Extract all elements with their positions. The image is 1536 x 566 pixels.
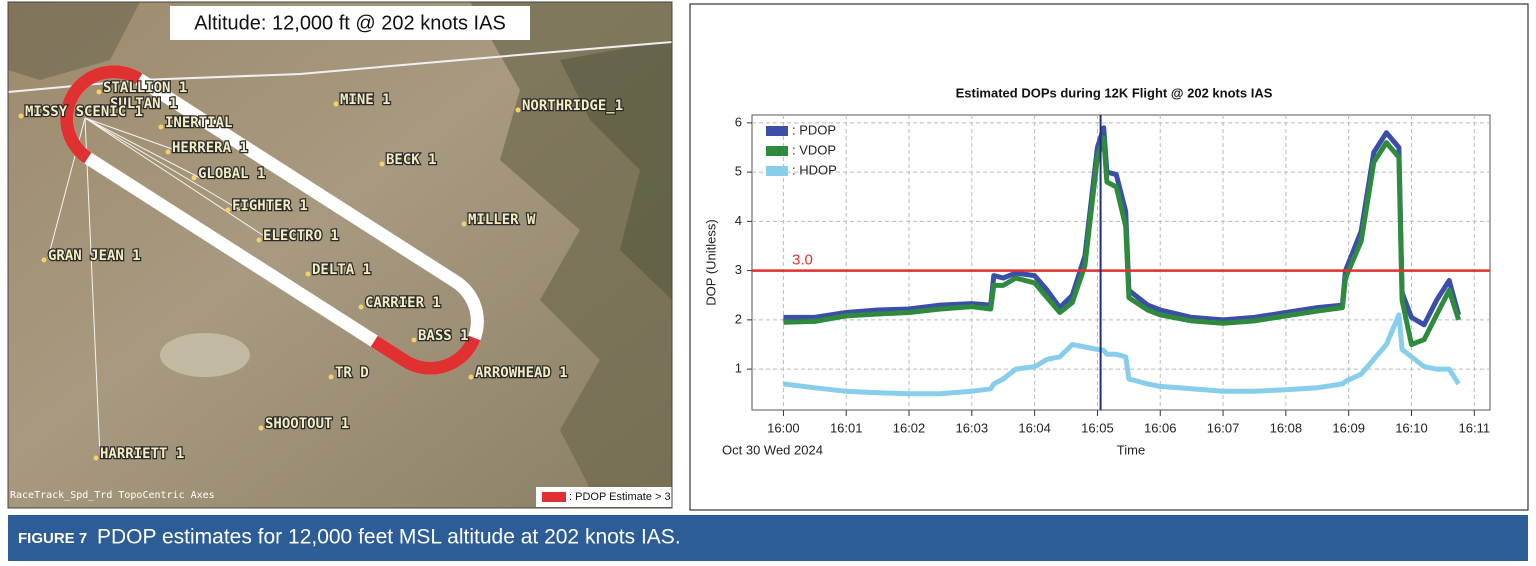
map-label: MISSY SCENIC 1 bbox=[25, 104, 143, 120]
plot-area bbox=[751, 114, 1491, 411]
map-border bbox=[7, 1, 673, 509]
caption-label: FIGURE 7 bbox=[18, 530, 87, 547]
map-label: HERRERA 1 bbox=[172, 140, 248, 156]
map-pin bbox=[41, 257, 47, 263]
map-title-box bbox=[170, 6, 530, 40]
y-tick-label: 1 bbox=[735, 361, 742, 376]
map-label: NORTHRIDGE_1 bbox=[522, 98, 623, 114]
map-pin bbox=[305, 271, 311, 277]
map-label: TR D bbox=[335, 365, 369, 381]
y-tick-label: 4 bbox=[735, 213, 742, 228]
map-legend-swatch bbox=[542, 492, 566, 502]
map-pin bbox=[328, 374, 334, 380]
x-tick-label: 16:06 bbox=[1144, 420, 1177, 435]
x-tick-label: 16:08 bbox=[1270, 420, 1303, 435]
mountains bbox=[8, 2, 140, 80]
map-label: GLOBAL 1 bbox=[198, 166, 265, 182]
map-pin bbox=[158, 124, 164, 130]
x-tick-label: 16:09 bbox=[1332, 420, 1365, 435]
map-label: INERTIAL bbox=[165, 115, 232, 131]
map-pin bbox=[379, 161, 385, 167]
map-label: GRAN JEAN 1 bbox=[48, 248, 141, 264]
dry-lake bbox=[160, 333, 250, 377]
racetrack-pdop-high bbox=[60, 65, 484, 375]
caption-bar bbox=[8, 515, 1528, 561]
map-pin bbox=[258, 425, 264, 431]
map-label: ELECTRO 1 bbox=[263, 228, 339, 244]
map-pin bbox=[333, 101, 339, 107]
chart: 1 2 3 4 5 6 16:00 16:01 16:02 16:03 16:04 16:05 16:0… bbox=[703, 114, 1491, 457]
y-tick-label: 3 bbox=[735, 262, 742, 277]
x-tick-label: 16:05 bbox=[1081, 420, 1114, 435]
map-pin bbox=[18, 113, 24, 119]
map-pin bbox=[103, 105, 109, 111]
x-tick-label: 16:07 bbox=[1207, 420, 1240, 435]
x-tick-label: 16:11 bbox=[1459, 420, 1491, 435]
x-tick-label: 16:10 bbox=[1395, 420, 1428, 435]
mountains bbox=[560, 40, 672, 300]
series-line bbox=[783, 125, 1462, 328]
x-axis-label: Time bbox=[1117, 442, 1145, 457]
map-pin bbox=[225, 207, 231, 213]
road bbox=[8, 41, 672, 93]
legend-label: : PDOP bbox=[792, 122, 836, 137]
map-label: HARRIETT 1 bbox=[100, 446, 184, 462]
map-pin bbox=[358, 304, 364, 310]
map-title: Altitude: 12,000 ft @ 202 knots IAS bbox=[194, 12, 506, 34]
map-pin bbox=[191, 175, 197, 181]
map-label: BECK 1 bbox=[386, 152, 437, 168]
map-label: SULTAN 1 bbox=[110, 96, 177, 112]
y-tick-label: 2 bbox=[735, 311, 742, 326]
series-line bbox=[783, 135, 1461, 347]
map-label: DELTA 1 bbox=[312, 262, 371, 278]
map-label: SHOOTOUT 1 bbox=[265, 416, 349, 432]
map-legend-box bbox=[536, 487, 672, 507]
x-tick-label: 16:03 bbox=[956, 420, 989, 435]
map-label: MILLER W bbox=[468, 212, 536, 228]
map-pin bbox=[93, 455, 99, 461]
map-label: BASS 1 bbox=[418, 328, 469, 344]
series-line bbox=[783, 312, 1461, 397]
map-label: MINE 1 bbox=[340, 92, 391, 108]
map-label: FIGHTER 1 bbox=[232, 198, 308, 214]
map-label: STALLION 1 bbox=[103, 80, 187, 96]
map-label: CARRIER 1 bbox=[365, 295, 441, 311]
legend-swatch bbox=[766, 126, 788, 136]
y-axis-label: DOP (Unitless) bbox=[703, 219, 718, 305]
x-tick-label: 16:02 bbox=[893, 420, 926, 435]
map-pin bbox=[411, 337, 417, 343]
x-date-label: Oct 30 Wed 2024 bbox=[722, 442, 823, 457]
chart-title: Estimated DOPs during 12K Flight @ 202 k… bbox=[956, 85, 1273, 100]
x-tick-label: 16:04 bbox=[1018, 420, 1051, 435]
map-pin bbox=[515, 107, 521, 113]
map-footer: RaceTrack_Spd_Trd TopoCentric Axes bbox=[10, 490, 215, 501]
x-tick-label: 16:01 bbox=[830, 420, 863, 435]
map-pin bbox=[165, 149, 171, 155]
legend-label: : VDOP bbox=[792, 142, 836, 157]
racetrack bbox=[60, 65, 484, 375]
legend-swatch bbox=[766, 146, 788, 156]
y-tick-label: 5 bbox=[735, 164, 742, 179]
map-pin bbox=[96, 89, 102, 95]
y-tick-label: 6 bbox=[735, 114, 742, 129]
map-pin bbox=[468, 374, 474, 380]
legend-swatch bbox=[766, 166, 788, 176]
caption-text: PDOP estimates for 12,000 feet MSL altit… bbox=[97, 526, 681, 549]
threshold-label: 3.0 bbox=[792, 252, 813, 269]
sight-lines bbox=[47, 117, 271, 457]
map-pin bbox=[256, 237, 262, 243]
x-tick-label: 16:00 bbox=[767, 420, 800, 435]
map-legend-label: : PDOP Estimate > 3 bbox=[569, 491, 671, 503]
legend-label: : HDOP bbox=[792, 162, 837, 177]
map-label: ARROWHEAD 1 bbox=[475, 365, 568, 381]
map-pin bbox=[461, 221, 467, 227]
